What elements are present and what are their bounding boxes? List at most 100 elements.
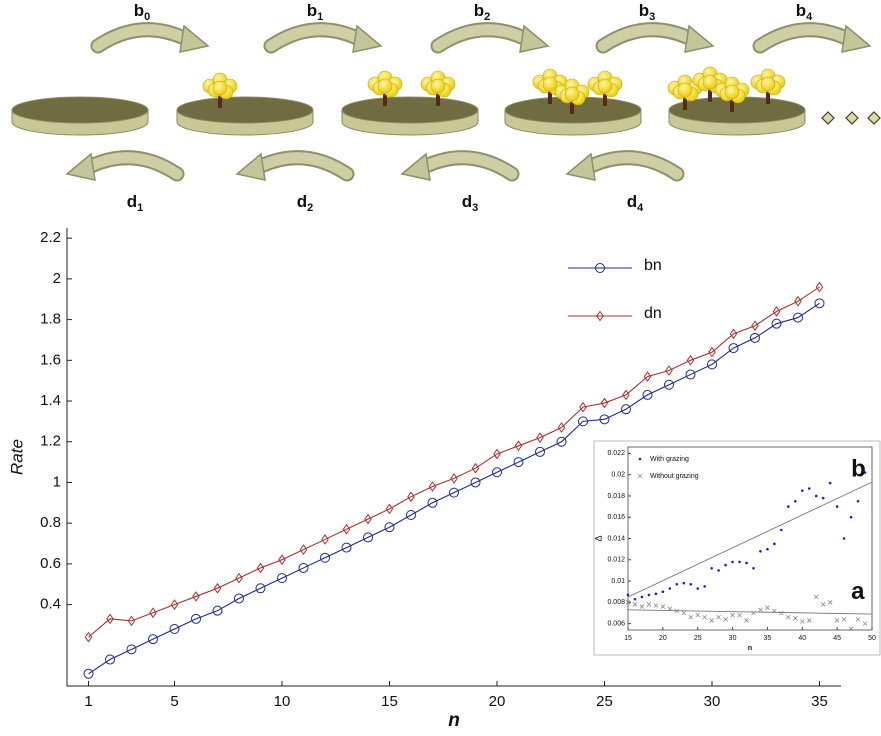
marker xyxy=(808,487,811,490)
label-base: b xyxy=(134,1,144,20)
y-tick-label: 0.012 xyxy=(607,557,625,564)
x-axis-label: n xyxy=(748,645,752,652)
rate-label: d3 xyxy=(462,192,479,213)
rate-label: b0 xyxy=(134,1,151,22)
label-base: d xyxy=(627,192,637,211)
tree-leaves xyxy=(678,83,692,97)
arrow-head xyxy=(402,154,430,180)
marker xyxy=(676,583,679,586)
marker xyxy=(857,500,860,503)
label-base: d xyxy=(127,192,137,211)
marker xyxy=(669,587,672,590)
y-axis-label: Rate xyxy=(7,439,26,475)
tree-leaves xyxy=(378,79,392,93)
disc-top xyxy=(342,97,478,123)
marker xyxy=(703,585,706,588)
marker xyxy=(717,569,720,572)
annotation: a xyxy=(851,578,865,605)
rate-label: d2 xyxy=(297,192,314,213)
x-tick-label: 20 xyxy=(489,693,506,710)
label-base: d xyxy=(462,192,472,211)
y-tick-label: 0.016 xyxy=(607,514,625,521)
x-tick-label: 25 xyxy=(596,693,613,710)
x-tick-label: 40 xyxy=(798,635,806,642)
y-tick-label: 0.022 xyxy=(607,450,625,457)
marker xyxy=(787,505,790,508)
label-subscript: 1 xyxy=(317,11,323,23)
marker xyxy=(745,562,748,565)
marker xyxy=(794,500,797,503)
label-subscript: 2 xyxy=(484,11,490,23)
disc-top xyxy=(177,97,313,123)
x-tick-label: 20 xyxy=(659,635,667,642)
marker xyxy=(759,550,762,553)
figure: b0b1b2b3b4d1d2d3d4 151015202530350.40.60… xyxy=(0,0,881,736)
legend-label: bn xyxy=(644,257,662,274)
inset-background xyxy=(594,441,880,655)
y-tick-label: 0.014 xyxy=(607,535,625,542)
marker xyxy=(752,567,755,570)
arrow-head xyxy=(353,26,381,52)
arrow-head xyxy=(237,154,265,180)
rate-label: b3 xyxy=(639,1,656,22)
marker xyxy=(655,593,658,596)
y-tick-label: 0.006 xyxy=(607,620,625,627)
marker xyxy=(766,548,769,551)
legend-label: With grazing xyxy=(650,456,689,463)
x-tick-label: 35 xyxy=(764,635,772,642)
arrow-head xyxy=(180,26,208,52)
arrow-head xyxy=(67,154,95,180)
x-tick-label: 15 xyxy=(381,693,398,710)
x-tick-label: 25 xyxy=(694,635,702,642)
label-base: b xyxy=(474,1,484,20)
tree-leaves xyxy=(543,77,557,91)
y-tick-label: 0.02 xyxy=(611,472,625,479)
marker xyxy=(639,458,642,461)
arrow-head xyxy=(685,26,713,52)
y-axis-label: Δ xyxy=(593,535,603,541)
legend-label: dn xyxy=(644,305,662,322)
marker xyxy=(662,590,665,593)
marker xyxy=(829,482,832,485)
marker xyxy=(627,594,630,597)
y-tick-label: 0.01 xyxy=(611,578,625,585)
marker xyxy=(773,543,776,546)
ellipsis-diamond xyxy=(822,112,834,124)
marker xyxy=(641,596,644,599)
label-subscript: 4 xyxy=(806,11,813,23)
y-tick-label: 1.8 xyxy=(40,311,61,328)
arrow-head xyxy=(842,26,870,52)
diagram: b0b1b2b3b4d1d2d3d4 xyxy=(12,1,880,213)
label-subscript: 4 xyxy=(637,202,644,214)
marker xyxy=(850,516,853,519)
rate-label: d1 xyxy=(127,192,144,213)
y-tick-label: 0.008 xyxy=(607,599,625,606)
rate-label: b4 xyxy=(796,1,813,22)
marker xyxy=(815,495,818,498)
x-tick-label: 50 xyxy=(868,635,876,642)
tree-leaves xyxy=(431,79,445,93)
y-tick-label: 0.8 xyxy=(40,514,61,531)
y-tick-label: 0.6 xyxy=(40,555,61,572)
x-tick-label: 30 xyxy=(729,635,737,642)
disc-top xyxy=(12,97,148,123)
marker xyxy=(731,561,734,564)
tree-leaves xyxy=(213,81,227,95)
arrow-head xyxy=(520,26,548,52)
marker xyxy=(724,564,727,567)
y-tick-label: 2 xyxy=(53,270,61,287)
marker xyxy=(822,497,825,500)
x-tick-label: 45 xyxy=(833,635,841,642)
x-axis-label: n xyxy=(448,710,460,731)
y-tick-label: 0.4 xyxy=(40,596,61,613)
inset-chart: 15 20 25 30 35 40 45 50 0.006 0.008 0.01 0.012 0.014… xyxy=(593,441,880,655)
marker xyxy=(634,598,637,601)
marker xyxy=(780,529,783,532)
label-subscript: 3 xyxy=(649,11,655,23)
rate-label: d4 xyxy=(627,192,644,213)
marker xyxy=(801,489,804,492)
marker xyxy=(696,587,699,590)
marker xyxy=(710,567,713,570)
x-tick-label: 15 xyxy=(624,635,632,642)
x-tick-label: 35 xyxy=(811,693,828,710)
